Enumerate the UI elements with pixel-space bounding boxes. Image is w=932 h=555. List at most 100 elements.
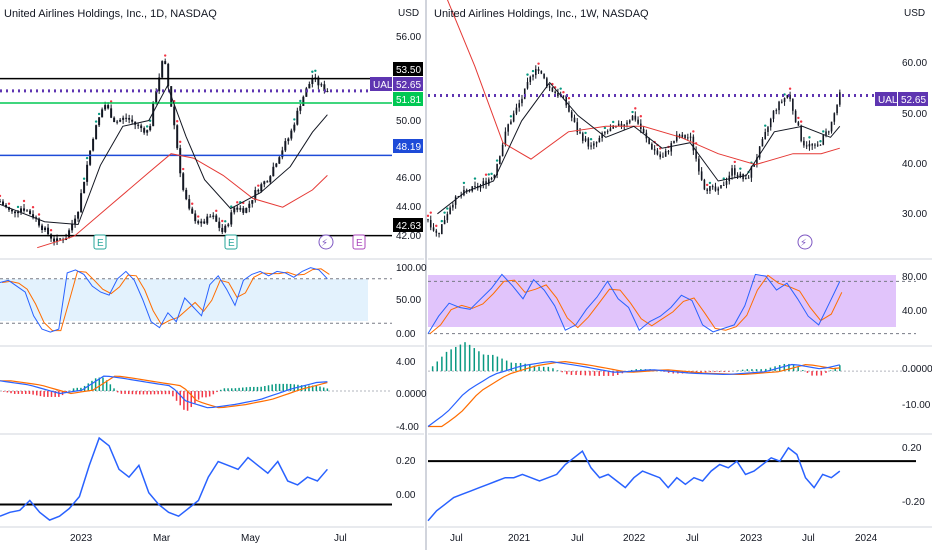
- candle-body: [92, 139, 95, 151]
- candle-marker: [426, 214, 430, 218]
- macd-line: [0, 375, 328, 409]
- candle-body: [471, 186, 474, 192]
- ma-slow-line: [446, 0, 840, 166]
- left-tag-51-81: 51.81: [393, 92, 423, 106]
- candle-body: [711, 186, 714, 188]
- candle-body: [637, 119, 639, 124]
- earnings-marker-upcoming[interactable]: E: [352, 234, 366, 250]
- candle-body: [149, 126, 152, 131]
- candle-body: [47, 227, 50, 235]
- candle-body: [761, 139, 764, 147]
- right-time-label: Jul: [450, 533, 463, 544]
- candle-body: [125, 117, 128, 119]
- right-time-label: Jul: [802, 533, 815, 544]
- svg-text:E: E: [97, 238, 104, 249]
- candle-marker: [440, 219, 444, 223]
- candle-body: [197, 221, 200, 224]
- candle-body: [438, 232, 440, 235]
- dividend-icon[interactable]: ⚡: [797, 234, 813, 250]
- earnings-marker[interactable]: E: [224, 234, 238, 250]
- candle-body: [499, 156, 501, 165]
- candle-body: [263, 181, 266, 185]
- svg-text:⚡: ⚡: [321, 238, 328, 249]
- candle-body: [281, 150, 284, 158]
- candle-body: [827, 131, 830, 133]
- candle-body: [140, 125, 143, 129]
- candle-body: [620, 123, 623, 127]
- candle-body: [709, 186, 711, 191]
- right-cci-tick: -0.20: [902, 497, 925, 508]
- candle-body: [734, 168, 736, 175]
- left-price-tick: 50.00: [396, 116, 421, 127]
- candle-marker: [94, 120, 98, 123]
- candle-marker: [191, 202, 194, 205]
- candle-body: [299, 106, 302, 111]
- candle-marker: [22, 199, 26, 203]
- earnings-marker[interactable]: E: [93, 234, 107, 250]
- candle-marker: [429, 211, 432, 214]
- candle-body: [758, 146, 761, 158]
- left-tag-53-50: 53.50: [393, 62, 423, 76]
- candle-body: [23, 208, 26, 211]
- candle-body: [598, 137, 601, 143]
- candle-body: [507, 124, 509, 132]
- candle-marker: [97, 112, 101, 116]
- candle-marker: [495, 159, 499, 162]
- candle-body: [209, 216, 212, 218]
- candle-body: [739, 173, 742, 177]
- candle-marker: [443, 211, 446, 214]
- candle-body: [287, 138, 290, 142]
- candle-body: [662, 156, 664, 158]
- candle-body: [794, 110, 797, 123]
- candle-body: [819, 144, 822, 146]
- candle-marker: [822, 130, 825, 133]
- candle-body: [242, 208, 245, 213]
- candle-body: [515, 107, 518, 114]
- candle-body: [191, 208, 194, 214]
- svg-text:51.81: 51.81: [396, 95, 421, 106]
- left-tag-ual: UAL: [370, 77, 393, 91]
- candle-body: [534, 69, 537, 76]
- candle-body: [681, 134, 684, 138]
- candle-marker: [537, 62, 540, 65]
- right-chart-title: United Airlines Holdings, Inc., 1W, NASD…: [434, 8, 649, 20]
- candle-body: [808, 144, 811, 147]
- candle-body: [609, 128, 612, 132]
- candle-body: [617, 123, 620, 126]
- candle-marker: [182, 167, 185, 171]
- candle-body: [311, 77, 314, 85]
- candle-body: [579, 132, 581, 134]
- candle-body: [155, 91, 158, 104]
- candle-marker: [692, 130, 695, 133]
- candle-body: [293, 124, 296, 131]
- candle-body: [797, 122, 800, 126]
- candle-body: [32, 214, 35, 218]
- candle-body: [465, 189, 468, 191]
- candle-body: [606, 131, 609, 133]
- candle-marker: [236, 201, 239, 204]
- candle-body: [317, 77, 320, 86]
- candle-marker: [197, 215, 200, 218]
- candle-body: [101, 109, 104, 118]
- candle-marker: [631, 110, 634, 114]
- candle-body: [194, 213, 197, 222]
- candle-body: [449, 207, 451, 215]
- candle-body: [772, 110, 775, 119]
- right-tag-last-price: 52.65: [898, 92, 928, 106]
- candle-marker: [733, 160, 737, 164]
- candle-body: [74, 218, 77, 224]
- candle-body: [305, 88, 308, 97]
- candle-body: [825, 131, 827, 136]
- candle-body: [179, 148, 182, 174]
- left-price-tick-partial: 42.00: [396, 231, 421, 242]
- dividend-icon[interactable]: ⚡: [318, 234, 334, 250]
- candle-body: [584, 138, 587, 141]
- oscillator-line: [427, 446, 841, 522]
- candle-body: [320, 84, 323, 86]
- candle-body: [703, 179, 706, 190]
- candle-marker: [490, 172, 493, 176]
- candle-body: [692, 136, 695, 151]
